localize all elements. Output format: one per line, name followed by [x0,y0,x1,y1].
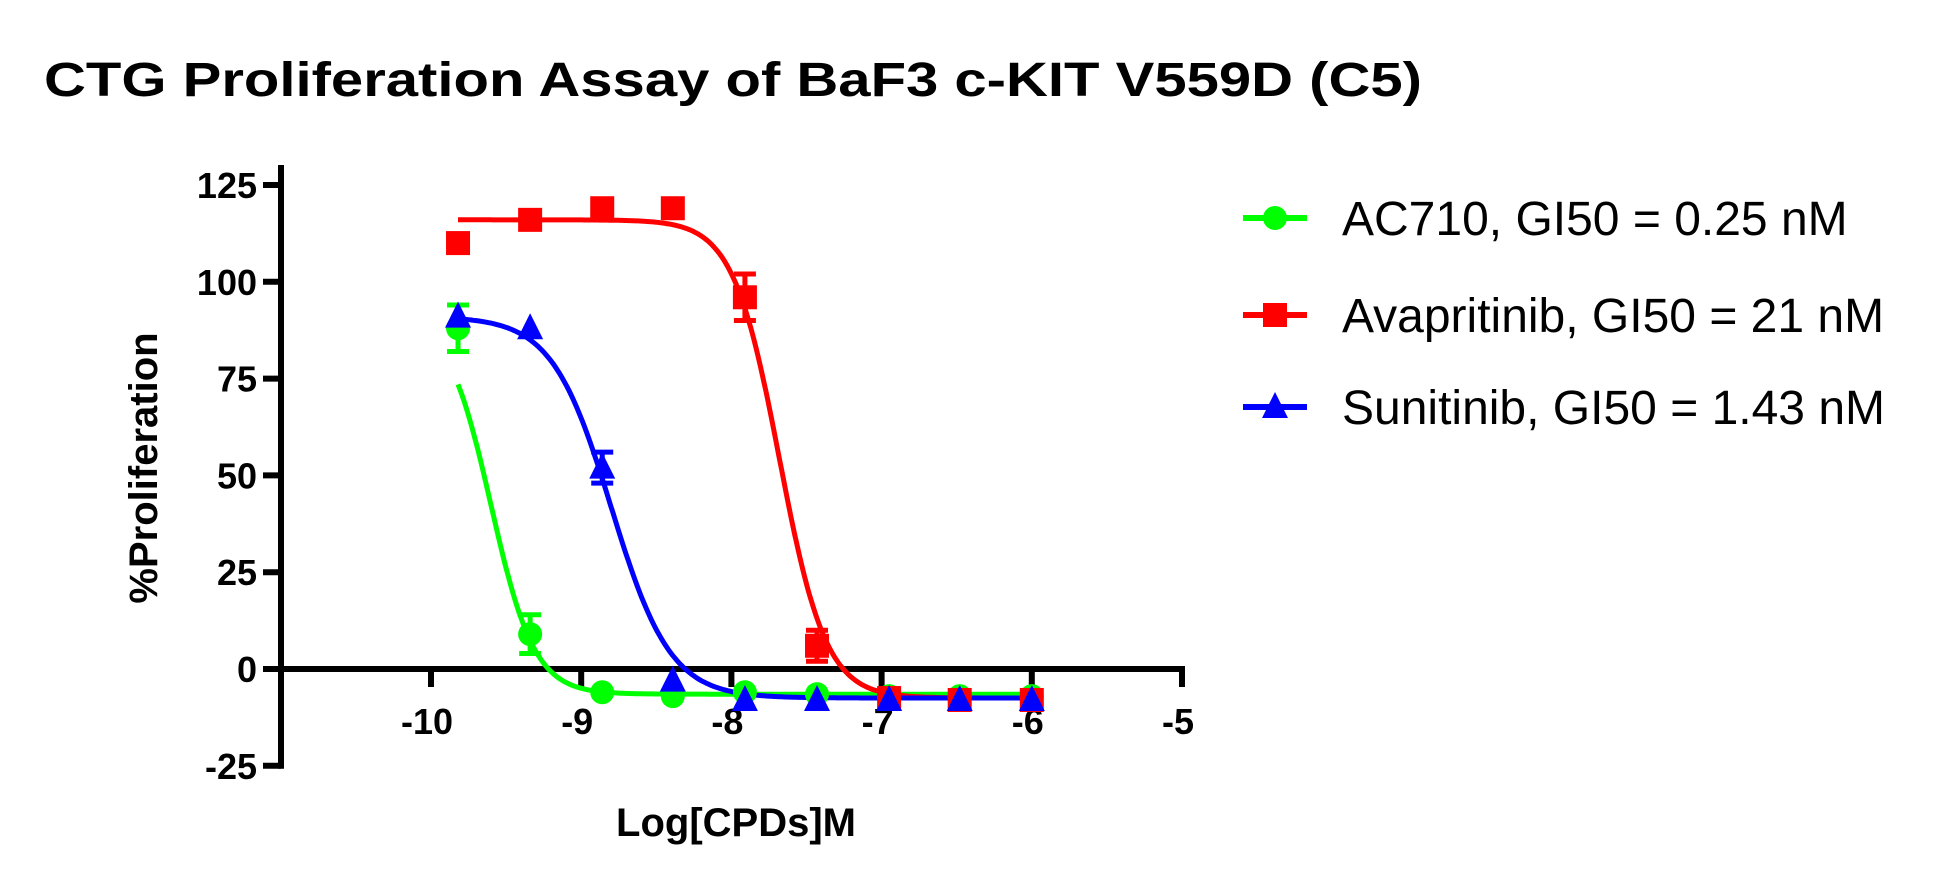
data-point-2-5 [804,684,831,711]
y-tick-label: 0 [237,649,257,690]
y-axis-label: %Proliferation [122,332,166,603]
data-point-2-6 [876,684,903,711]
data-points [445,196,1045,712]
data-point-0-2 [590,680,615,705]
y-tick-label: 50 [217,455,257,496]
y-tick-label: 100 [197,262,257,303]
data-point-2-4 [731,684,758,711]
data-point-1-4 [732,285,757,310]
data-point-2-0 [445,301,472,328]
legend-marker-2 [1262,392,1288,418]
x-tick-label: -5 [1162,701,1194,742]
chart-title: CTG Proliferation Assay of BaF3 c-KIT V5… [44,54,1422,107]
y-tick-label: 125 [197,165,257,206]
data-point-2-2 [589,452,616,479]
data-point-1-3 [660,196,685,221]
y-tick-label: 75 [217,359,257,400]
legend-marker-0 [1263,206,1287,230]
fit-curve-0 [455,383,1032,697]
x-axis-label: Log[CPDs]M [616,801,856,845]
legend-label-1: Avapritinib, GI50 = 21 nM [1342,290,1884,343]
data-point-2-8 [1018,684,1045,711]
fit-curve-2 [457,316,1032,701]
data-point-2-1 [517,313,544,340]
y-tick-label: 25 [217,552,257,593]
y-tick-label: -25 [205,746,257,787]
data-point-1-1 [518,207,543,232]
x-tick-label: -10 [401,701,453,742]
legend: AC710, GI50 = 0.25 nM Avapritinib, GI50 =… [1243,193,1885,435]
data-point-2-3 [659,665,686,692]
legend-label-2: Sunitinib, GI50 = 1.43 nM [1342,382,1885,435]
data-point-1-0 [446,231,471,256]
legend-label-0: AC710, GI50 = 0.25 nM [1342,193,1848,246]
legend-marker-1 [1263,303,1287,327]
x-tick-label: -9 [561,701,593,742]
data-point-2-7 [946,684,973,711]
data-point-0-1 [518,622,543,647]
data-point-1-2 [590,196,615,221]
data-point-1-5 [805,633,830,658]
